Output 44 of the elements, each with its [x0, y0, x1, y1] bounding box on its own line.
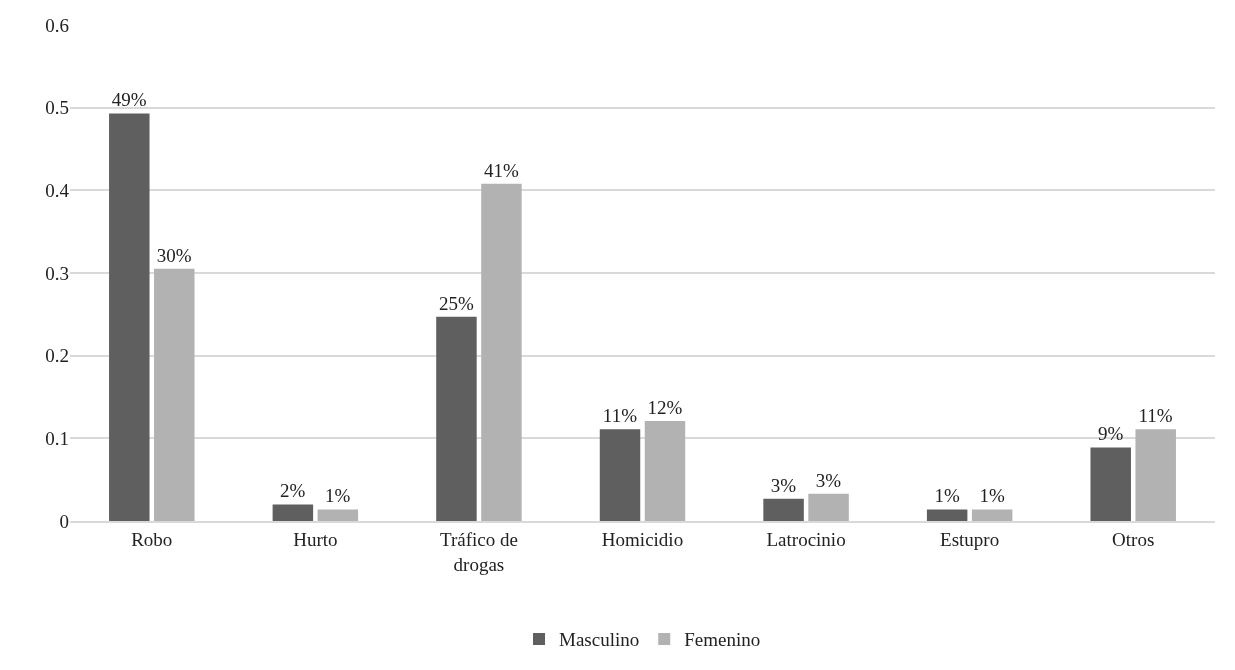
- bar: [644, 420, 686, 521]
- bar: [808, 493, 849, 521]
- y-tick-label: 0.3: [45, 262, 69, 284]
- legend-label: Masculino: [559, 629, 640, 651]
- bar: [481, 183, 522, 521]
- bar: [272, 504, 314, 521]
- data-label: 11%: [1138, 405, 1173, 427]
- y-tick-label: 0.4: [45, 179, 70, 201]
- x-tick-label: Homicidio: [601, 528, 684, 550]
- data-label: 41%: [483, 159, 519, 181]
- data-label: 11%: [602, 405, 638, 427]
- data-label: 1%: [934, 485, 960, 507]
- y-tick-label: 0.2: [45, 345, 69, 367]
- data-label: 9%: [1097, 423, 1124, 445]
- data-label: 3%: [770, 474, 797, 496]
- bar: [599, 429, 641, 521]
- bar: [763, 498, 804, 521]
- data-label: 3%: [815, 469, 842, 491]
- x-tick-label: Estupro: [940, 528, 1000, 550]
- y-tick-label: 0.5: [45, 97, 69, 119]
- bar: [436, 316, 477, 521]
- bar: [926, 509, 968, 521]
- bar: [1090, 447, 1131, 521]
- data-label: 2%: [280, 480, 306, 502]
- bar: [317, 509, 359, 521]
- x-tick-label: Tráfico de drogas: [439, 528, 518, 575]
- x-tick-label: Otros: [1112, 528, 1155, 550]
- x-tick-label: Latrocinio: [766, 528, 846, 550]
- data-label: 30%: [156, 244, 192, 266]
- bar: [971, 509, 1013, 521]
- bar: [109, 113, 150, 521]
- data-label: 1%: [979, 485, 1005, 507]
- y-tick-label: 0.1: [45, 427, 69, 449]
- bar: [1135, 429, 1176, 521]
- x-tick-label: Hurto: [293, 528, 338, 550]
- data-label: 49%: [111, 89, 147, 111]
- legend-label: Femenino: [684, 629, 761, 651]
- data-label: 12%: [647, 396, 683, 418]
- bar: [154, 268, 195, 521]
- y-tick-label: 0.6: [45, 14, 69, 36]
- data-label: 1%: [325, 485, 351, 507]
- data-label: 25%: [438, 292, 474, 314]
- y-tick-label: 0: [59, 510, 69, 532]
- x-tick-label: Robo: [131, 528, 173, 550]
